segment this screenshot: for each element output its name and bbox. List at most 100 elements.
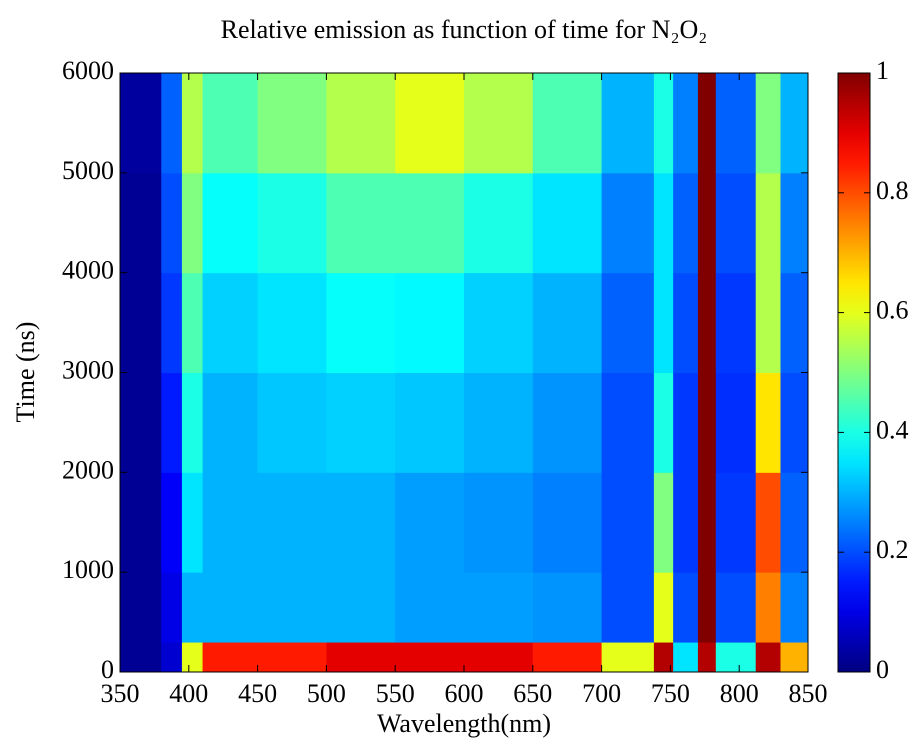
x-tick-label: 700 — [582, 679, 621, 708]
x-axis-label: Wavelength(nm) — [377, 709, 551, 738]
heatmap-cell — [464, 372, 534, 473]
heatmap-cell — [464, 472, 534, 573]
heatmap-cell — [202, 172, 259, 274]
y-tick-label: 5000 — [62, 156, 114, 185]
heatmap-cell — [780, 172, 809, 274]
heatmap-cell — [395, 172, 465, 274]
heatmap-cell — [161, 642, 183, 673]
heatmap-cell — [532, 642, 603, 673]
heatmap-cell — [181, 172, 204, 274]
y-tick-label: 2000 — [62, 455, 114, 484]
x-tick-label: 650 — [513, 679, 552, 708]
x-tick-label: 350 — [101, 679, 140, 708]
heatmap-cell — [697, 272, 717, 373]
heatmap-cell — [202, 472, 259, 573]
heatmap-cell — [464, 642, 534, 673]
x-tick-label: 800 — [720, 679, 759, 708]
heatmap-cell — [697, 472, 717, 573]
heatmap-cell — [326, 472, 396, 573]
heatmap-cell — [653, 642, 674, 673]
x-tick-label: 850 — [789, 679, 828, 708]
colorbar-tick-label: 0.6 — [876, 296, 909, 325]
heatmap-cell — [202, 572, 259, 643]
heatmap-cell — [715, 572, 757, 643]
heatmap-cell — [715, 472, 757, 573]
heatmap-cell — [601, 372, 655, 473]
heatmap-cell — [464, 272, 534, 373]
heatmap-cell — [120, 372, 162, 473]
heatmap-cell — [697, 372, 717, 473]
heatmap-cell — [257, 172, 327, 274]
heatmap-cell — [395, 372, 465, 473]
heatmap-cell — [673, 642, 699, 673]
heatmap-cell — [161, 572, 183, 643]
heatmap-cell — [780, 642, 809, 673]
heatmap-cell — [755, 572, 781, 643]
heatmap-cell — [780, 272, 809, 373]
heatmap-cell — [697, 572, 717, 643]
heatmap-cell — [780, 572, 809, 643]
x-tick-label: 450 — [238, 679, 277, 708]
heatmap-cell — [326, 172, 396, 274]
heatmap-cell — [780, 73, 809, 174]
heatmap-cell — [653, 372, 674, 473]
heatmap-cell — [257, 73, 327, 174]
heatmap-cell — [601, 172, 655, 274]
heatmap-cell — [257, 372, 327, 473]
heatmap-cell — [532, 372, 603, 473]
heatmap-cell — [601, 272, 655, 373]
heatmap-cell — [601, 572, 655, 643]
heatmap-cell — [326, 73, 396, 174]
heatmap-cell — [464, 73, 534, 174]
heatmap-cell — [532, 73, 603, 174]
heatmap-cell — [257, 572, 327, 643]
heatmap-cell — [697, 73, 717, 174]
heatmap-cell — [653, 472, 674, 573]
colorbar-tick-label: 0.8 — [876, 176, 909, 205]
heatmap-cell — [202, 272, 259, 373]
y-axis-label: Time (ns) — [11, 322, 40, 423]
heatmap-cell — [601, 642, 655, 673]
colorbar-tick-label: 0.4 — [876, 415, 909, 444]
heatmap-cell — [697, 642, 717, 673]
heatmap-cell — [780, 372, 809, 473]
heatmap-cell — [755, 472, 781, 573]
heatmap-cell — [755, 372, 781, 473]
heatmap-cell — [395, 472, 465, 573]
heatmap-cell — [755, 73, 781, 174]
heatmap-cell — [532, 172, 603, 274]
heatmap-cell — [653, 572, 674, 643]
colorbar-tick-label: 1 — [876, 56, 889, 85]
x-tick-label: 550 — [376, 679, 415, 708]
x-tick-label: 600 — [445, 679, 484, 708]
heatmap-cell — [653, 172, 674, 274]
heatmap-cell — [755, 642, 781, 673]
heatmap-cell — [181, 572, 204, 643]
heatmap-cell — [326, 272, 396, 373]
heatmap-cell — [673, 73, 699, 174]
x-tick-label: 500 — [307, 679, 346, 708]
heatmap-cell — [202, 642, 259, 673]
heatmap-cell — [601, 472, 655, 573]
y-tick-label: 6000 — [62, 56, 114, 85]
y-tick-label: 4000 — [62, 256, 114, 285]
heatmap-cell — [202, 73, 259, 174]
heatmap-cell — [181, 472, 204, 573]
y-tick-label: 0 — [101, 655, 114, 684]
heatmap-cell — [257, 472, 327, 573]
heatmap-cell — [120, 642, 162, 673]
heatmap-cell — [181, 272, 204, 373]
heatmap-cell — [395, 73, 465, 174]
heatmap-cell — [326, 642, 396, 673]
heatmap-cell — [161, 73, 183, 174]
heatmap-cell — [181, 642, 204, 673]
heatmap-cell — [755, 172, 781, 274]
heatmap-cell — [715, 73, 757, 174]
heatmap-cell — [395, 272, 465, 373]
heatmap-cell — [532, 572, 603, 643]
heatmap-cell — [161, 272, 183, 373]
heatmap-cell — [257, 642, 327, 673]
heatmap-cell — [120, 172, 162, 274]
heatmap-cell — [673, 572, 699, 643]
heatmap-cell — [532, 272, 603, 373]
